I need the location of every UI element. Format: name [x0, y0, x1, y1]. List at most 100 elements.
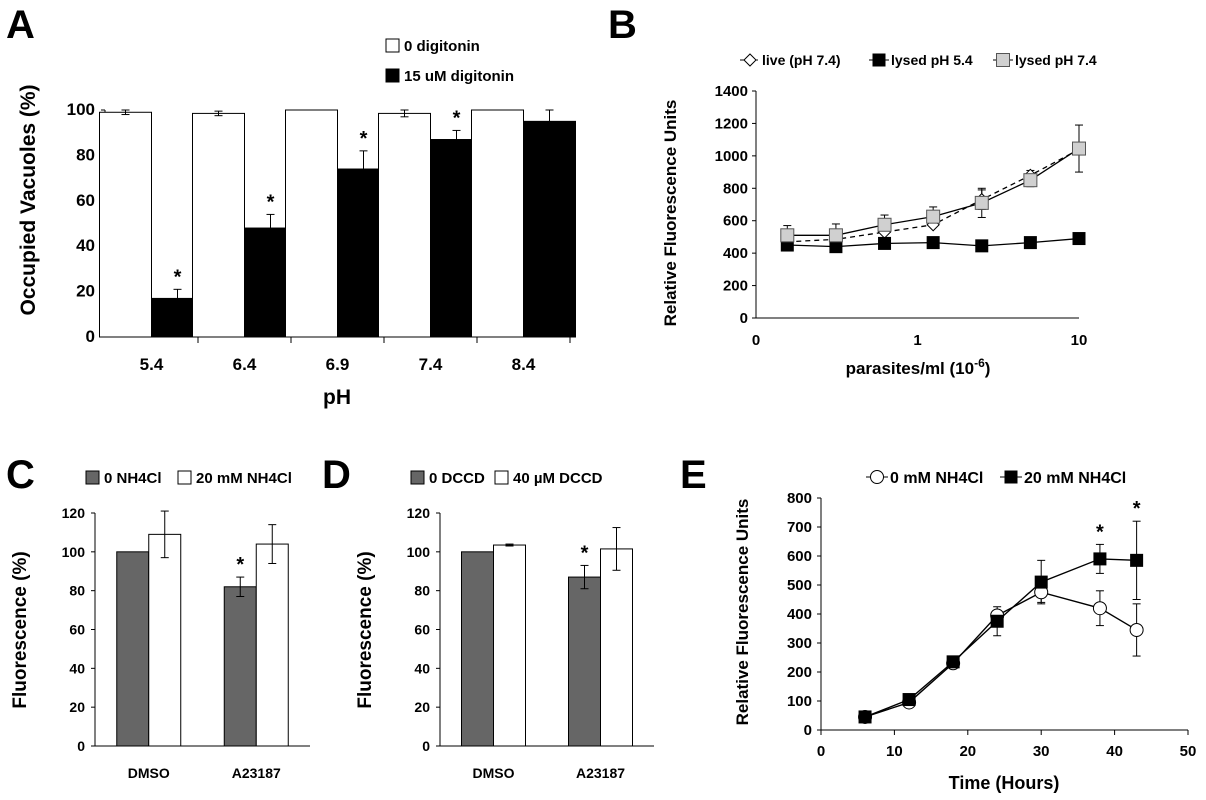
panel-c-ytick-label: 20 [69, 699, 85, 715]
panel-c-bar-series2 [148, 533, 182, 747]
panel-e-ytick-label: 200 [787, 664, 812, 681]
panel-d-legend: 0 DCCD 40 µM DCCD [410, 470, 603, 487]
panel-d-ytick-label: 120 [407, 505, 431, 521]
panel-b-xlabel: parasites/ml (10-6) [846, 356, 991, 378]
panel-d-ytick-label: 40 [414, 660, 430, 676]
panel-a-bar-series1 [471, 109, 524, 338]
panel-a-legend-swatch [385, 38, 400, 53]
panel-e-legend-label: 0 mM NH4Cl [890, 470, 983, 487]
panel-b-ytick-label: 600 [723, 213, 748, 230]
panel-a-ytick-label: 60 [76, 191, 95, 210]
panel-d-legend-swatch [494, 470, 509, 485]
panel-c-legend-swatch [177, 470, 192, 485]
panel-d-legend-swatch [410, 470, 425, 485]
panel-b-ylabel: Relative Fluorescence Units [661, 100, 680, 327]
panel-c-bar-series2 [255, 543, 289, 747]
panel-d-ytick-label: 20 [414, 699, 430, 715]
panel-letter-a: A [6, 3, 35, 47]
panel-a-bar-series2 [523, 120, 576, 338]
panel-e-ylabel: Relative Fluorescence Units [733, 499, 752, 726]
panel-d-ytick-label: 80 [414, 583, 430, 599]
panel-e-point [1034, 575, 1048, 589]
panel-b-ytick-label: 1400 [715, 83, 748, 100]
panel-b-point [926, 209, 941, 224]
panel-e-xtick-label: 20 [959, 743, 976, 760]
panel-c-legend: 0 NH4Cl 20 mM NH4Cl [85, 470, 292, 487]
panel-a-xtick-label: 6.4 [233, 355, 257, 374]
panel-b-point [878, 236, 892, 250]
panel-b-point [1072, 232, 1086, 246]
panel-letters: A B C D E [6, 3, 707, 497]
panel-c-xtick-label: A23187 [232, 765, 281, 781]
panel-b-point [974, 195, 989, 210]
panel-a-significance-star: * [453, 107, 461, 129]
panel-a-ytick-label: 80 [76, 145, 95, 164]
panel-d-bar-series1 [461, 551, 494, 747]
panel-e-xtick-label: 30 [1033, 743, 1050, 760]
panel-b-legend-marker [996, 53, 1010, 67]
panel-b-ytick-label: 0 [740, 310, 748, 327]
panel-b-legend-label: live (pH 7.4) [762, 52, 841, 68]
panel-b-legend: live (pH 7.4) lysed pH 5.4 lysed pH 7.4 [740, 52, 1097, 68]
panel-b-point [1023, 236, 1037, 250]
panel-d-legend-label: 0 DCCD [429, 470, 485, 487]
panel-b-ytick-label: 1000 [715, 148, 748, 165]
panel-d-chart: 0 20 40 60 80 100 120 DMSO A23187 * 0 DCCD 40 µM DC… [407, 470, 654, 781]
panel-e-xtick-label: 0 [817, 743, 825, 760]
panel-b-point [975, 239, 989, 253]
panel-b-point [780, 228, 795, 243]
panel-c-ytick-label: 40 [69, 660, 85, 676]
panel-d-significance-star: * [581, 542, 589, 564]
panel-b-point [1023, 173, 1038, 188]
panel-b-point [829, 240, 843, 254]
panel-letter-b: B [608, 3, 637, 47]
panel-b-ytick-label: 800 [723, 180, 748, 197]
panel-e-ytick-label: 300 [787, 635, 812, 652]
panel-a-legend: 0 digitonin 15 uM digitonin [385, 38, 514, 85]
panel-b-xtick-label: 10 [1071, 332, 1088, 349]
panel-d-bar-series1 [568, 576, 601, 747]
panel-e-point [946, 655, 960, 669]
panel-a-ytick-label: 100 [67, 100, 95, 119]
panel-a-ytick-label: 0 [86, 327, 95, 346]
panel-d-legend-label: 40 µM DCCD [513, 470, 603, 487]
panel-e-legend-marker [1004, 470, 1018, 484]
panel-c-ylabel: Fluorescence (%) [10, 551, 31, 708]
panel-b-point [828, 228, 843, 243]
panel-c-significance-star: * [236, 554, 244, 576]
panel-a-ytick-label: 20 [76, 282, 95, 301]
panel-e-significance-star: * [1133, 498, 1141, 520]
panel-e-legend: 0 mM NH4Cl 20 mM NH4Cl [866, 470, 1126, 487]
panel-c-legend-label: 20 mM NH4Cl [196, 470, 292, 487]
panel-b-legend-marker [872, 53, 886, 67]
panel-d-bar-series2 [493, 544, 526, 747]
panel-b-point [926, 236, 940, 250]
panel-e-ytick-label: 500 [787, 577, 812, 594]
panel-b-point [877, 217, 892, 232]
panel-d-bar-series2 [600, 548, 633, 747]
panel-e-legend-label: 20 mM NH4Cl [1024, 470, 1126, 487]
panel-a-ytick-label: 40 [76, 236, 95, 255]
panel-a-significance-star: * [267, 191, 275, 213]
panel-e-ytick-label: 800 [787, 490, 812, 507]
panel-a-significance-star: * [174, 266, 182, 288]
panel-e-ytick-label: 600 [787, 548, 812, 565]
panel-c-ytick-label: 120 [62, 505, 86, 521]
panel-e-xtick-label: 40 [1106, 743, 1123, 760]
panel-e-point [902, 693, 916, 707]
panel-a-xtick-label: 5.4 [140, 355, 164, 374]
panel-letter-d: D [322, 453, 351, 497]
panel-b-xtick-label: 0 [752, 332, 760, 349]
panel-b-xtick-label: 1 [913, 332, 921, 349]
panel-e-point [1093, 552, 1107, 566]
panel-e-point [1092, 601, 1107, 616]
panel-a-significance-star: * [360, 128, 368, 150]
panel-b-chart: 0 200 400 600 800 1000 1200 1400 0 1 10 live (pH 7.… [715, 52, 1097, 349]
panel-a-xtick-label: 6.9 [326, 355, 350, 374]
panel-e-xlabel: Time (Hours) [949, 773, 1060, 793]
panel-a-xtick-label: 7.4 [419, 355, 443, 374]
panel-c-legend-label: 0 NH4Cl [104, 470, 162, 487]
panel-a-bar-series1 [99, 111, 152, 338]
